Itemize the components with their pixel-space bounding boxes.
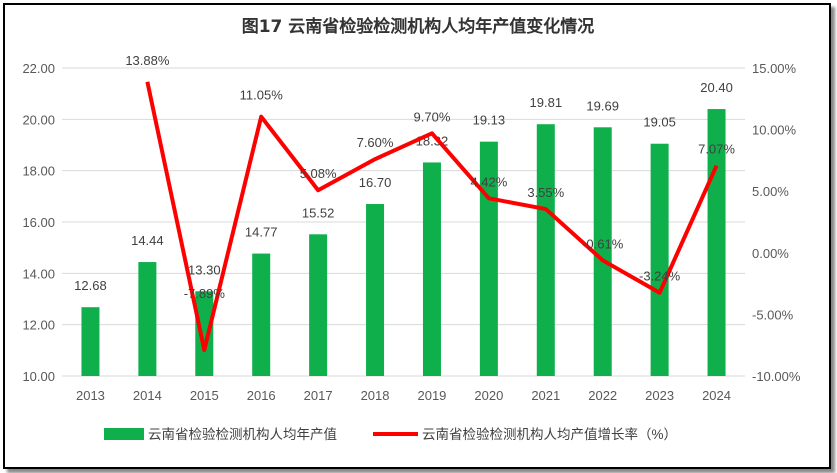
y-left-tick-label: 16.00 [22, 215, 55, 230]
y-left-tick-label: 14.00 [22, 266, 55, 281]
bar [309, 234, 328, 376]
x-tick-label: 2015 [190, 388, 219, 403]
x-tick-label: 2013 [76, 388, 105, 403]
line-data-label: 4.42% [470, 174, 507, 189]
bar-data-label: 12.68 [74, 278, 107, 293]
bar [422, 162, 441, 376]
bar-data-label: 20.40 [700, 80, 733, 95]
bar [650, 143, 669, 376]
bar-data-label: 19.69 [586, 98, 619, 113]
growth-line [145, 81, 719, 353]
x-tick-label: 2016 [247, 388, 276, 403]
legend-bar-swatch [104, 428, 144, 440]
y-right-tick-label: 15.00% [752, 61, 797, 76]
line-data-label: 11.05% [240, 88, 284, 103]
bar [593, 127, 612, 376]
y-left-tick-label: 18.00 [22, 164, 55, 179]
x-tick-label: 2017 [304, 388, 333, 403]
line-data-label: 3.55% [527, 185, 564, 200]
x-tick-label: 2020 [474, 388, 503, 403]
y-left-tick-label: 10.00 [22, 369, 55, 384]
bar [252, 253, 271, 376]
x-tick-label: 2014 [133, 388, 162, 403]
x-tick-label: 2018 [361, 388, 390, 403]
legend-line-label: 云南省检验检测机构人均产值增长率（%） [422, 426, 677, 442]
line-data-label: -7.89% [184, 286, 226, 301]
bar-data-label: 14.44 [131, 233, 164, 248]
bar-data-label: 15.52 [302, 205, 335, 220]
bar [366, 204, 385, 376]
y-right-tick-label: 0.00% [752, 246, 789, 261]
bar [195, 291, 214, 376]
bar-data-label: 19.81 [530, 95, 563, 110]
y-right-tick-label: -10.00% [752, 369, 801, 384]
bar [536, 124, 555, 377]
bar [138, 262, 157, 376]
y-left-tick-label: 12.00 [22, 318, 55, 333]
bar [81, 307, 100, 376]
line-data-label: -0.61% [582, 236, 624, 251]
line-data-label: -3.24% [639, 269, 681, 284]
chart-title: 图17 云南省检验检测机构人均年产值变化情况 [242, 16, 595, 37]
line-data-label: 9.70% [414, 109, 451, 124]
x-tick-label: 2023 [645, 388, 674, 403]
bar-data-label: 19.05 [643, 115, 676, 130]
bar-data-label: 14.77 [245, 225, 278, 240]
line-data-label: 5.08% [300, 166, 337, 181]
y-right-tick-label: 5.00% [752, 184, 789, 199]
line-data-label: 7.07% [698, 142, 735, 157]
x-tick-label: 2022 [588, 388, 617, 403]
y-left-tick-label: 20.00 [22, 112, 55, 127]
y-right-tick-label: 10.00% [752, 123, 797, 138]
x-tick-label: 2019 [417, 388, 446, 403]
bar-data-label: 16.70 [359, 175, 392, 190]
line-data-label: 13.88% [125, 53, 170, 68]
legend-bar-label: 云南省检验检测机构人均年产值 [148, 427, 337, 442]
x-tick-label: 2024 [702, 388, 731, 403]
chart-frame [3, 3, 831, 469]
x-tick-label: 2021 [531, 388, 560, 403]
y-left-tick-label: 22.00 [22, 61, 55, 76]
y-right-tick-label: -5.00% [752, 307, 794, 322]
line-data-label: 7.60% [357, 135, 394, 150]
bar-data-label: 13.30 [188, 262, 221, 277]
bar-data-label: 19.13 [473, 113, 506, 128]
